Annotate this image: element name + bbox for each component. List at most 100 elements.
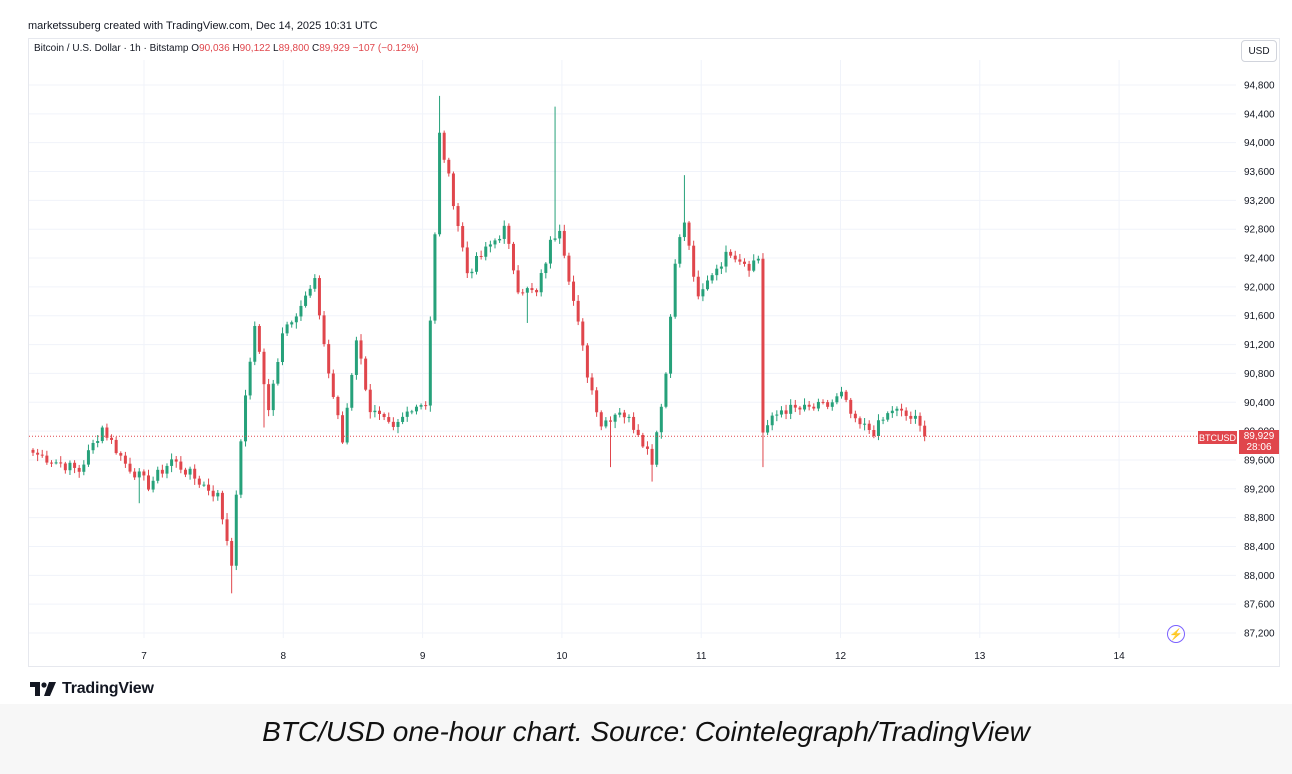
candle (267, 378, 271, 417)
candle (840, 386, 843, 399)
candle (761, 253, 765, 468)
candle (59, 456, 63, 468)
candle (719, 262, 723, 275)
candle (359, 334, 363, 365)
y-tick-label: 88,000 (1244, 571, 1275, 582)
candle (812, 403, 816, 411)
x-tick-label: 13 (974, 651, 986, 662)
candle (779, 406, 783, 418)
candle (881, 416, 885, 425)
candle (479, 250, 483, 260)
candle (830, 399, 834, 411)
candle (618, 408, 622, 418)
candle (442, 130, 446, 163)
y-tick-label: 89,200 (1244, 484, 1275, 495)
symbol-name: Bitcoin / U.S. Dollar · 1h · Bitstamp (34, 43, 189, 54)
candle (484, 241, 488, 261)
candle (364, 356, 368, 392)
candle (923, 420, 927, 442)
candle (909, 411, 913, 425)
figure-caption: BTC/USD one-hour chart. Source: Cointele… (262, 716, 1030, 747)
x-tick-label: 10 (556, 651, 568, 662)
y-tick-label: 92,000 (1244, 282, 1275, 293)
close-label: C (311, 43, 320, 54)
candle (632, 412, 636, 434)
candle (433, 232, 437, 324)
candle (622, 409, 626, 424)
candle (179, 456, 183, 474)
candle (696, 270, 700, 300)
candle (701, 283, 705, 302)
candle (123, 451, 127, 468)
candle (128, 457, 132, 474)
candle (576, 295, 580, 326)
candle (613, 413, 617, 429)
candle (31, 448, 35, 457)
candle (248, 357, 252, 400)
candle (156, 466, 160, 484)
candle (669, 314, 673, 378)
candle (913, 409, 917, 424)
y-tick-label: 90,800 (1244, 369, 1275, 380)
candle (826, 399, 830, 410)
change-value: −107 (−0.12%) (352, 43, 419, 54)
candle (401, 412, 405, 425)
candle (890, 406, 894, 418)
candle (752, 254, 756, 273)
candle (715, 264, 719, 281)
x-tick-label: 12 (835, 651, 847, 662)
y-tick-label: 94,000 (1244, 138, 1275, 149)
candle (498, 235, 502, 243)
candle (114, 436, 118, 455)
candle (553, 106, 557, 242)
y-tick-label: 88,400 (1244, 542, 1275, 553)
candle (428, 316, 432, 412)
candle (756, 255, 760, 264)
open-value: 90,036 (199, 43, 230, 54)
y-tick-label: 92,400 (1244, 254, 1275, 265)
candle (904, 407, 908, 421)
candle (331, 369, 335, 399)
candle (539, 269, 543, 297)
candle (216, 490, 220, 501)
candle (465, 241, 469, 278)
candle (313, 274, 317, 292)
candles (31, 95, 927, 594)
candle (225, 513, 229, 546)
y-tick-label: 92,800 (1244, 225, 1275, 236)
candle (849, 397, 853, 419)
x-tick-label: 8 (281, 651, 287, 662)
candle (456, 203, 460, 232)
low-label: L (273, 43, 279, 54)
candle (54, 459, 58, 465)
candle (516, 265, 520, 295)
candle (405, 406, 409, 422)
candle (382, 412, 386, 421)
candle (650, 444, 654, 482)
candle (86, 444, 90, 467)
y-tick-label: 90,400 (1244, 398, 1275, 409)
candle (40, 449, 44, 458)
candle (378, 406, 381, 421)
candle (567, 252, 571, 285)
candle (488, 240, 492, 253)
candle (710, 273, 714, 284)
candle (276, 358, 280, 386)
candle (895, 406, 899, 417)
bolt-icon[interactable]: ⚡ (1167, 625, 1185, 643)
candle (220, 490, 224, 525)
tradingview-brand[interactable]: TradingView (30, 680, 154, 698)
y-tick-label: 91,600 (1244, 311, 1275, 322)
candle (391, 417, 395, 431)
low-value: 89,800 (278, 43, 310, 54)
candle (636, 424, 640, 437)
candle (160, 464, 164, 478)
candle (548, 236, 552, 269)
candle (142, 469, 146, 481)
tradingview-logo-icon (30, 682, 56, 696)
candle (188, 466, 192, 480)
candle (733, 250, 737, 263)
currency-button[interactable]: USD (1241, 40, 1277, 62)
candle (447, 157, 451, 177)
